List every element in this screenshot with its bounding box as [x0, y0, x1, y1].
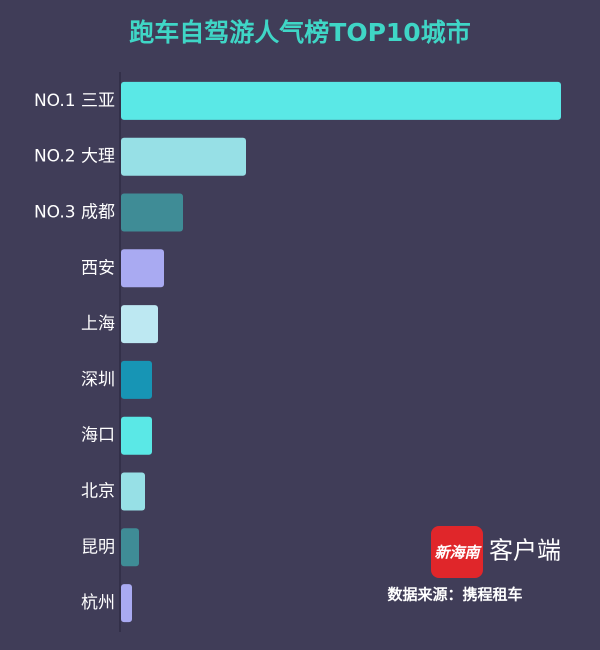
bar [121, 81, 561, 120]
y-tick-label: 海口 [81, 426, 115, 446]
y-tick-label: 杭州 [81, 593, 115, 613]
bar [121, 528, 139, 567]
y-tick-label: 昆明 [81, 537, 115, 557]
source: 数据来源：携程租车 [387, 586, 522, 604]
bar [121, 305, 158, 344]
logo-text: 客户端 [489, 537, 561, 565]
bar [121, 137, 246, 176]
y-tick-label: NO.1 三亚 [34, 91, 115, 111]
bar [121, 193, 183, 232]
logo-badge-bg [431, 526, 483, 578]
y-tick-label: NO.3 成都 [34, 203, 115, 223]
bar [121, 472, 145, 511]
y-tick-label: 北京 [81, 482, 115, 502]
logo-badge: 新海南 [434, 544, 482, 562]
bar [121, 360, 152, 399]
bar [121, 249, 164, 288]
chart-title: 跑车自驾游人气榜TOP10城市 [129, 18, 470, 47]
y-tick-label: NO.2 大理 [34, 147, 115, 167]
bar [121, 416, 152, 455]
y-tick-label: 上海 [81, 314, 115, 334]
bar [121, 584, 132, 623]
y-tick-label: 深圳 [81, 370, 115, 390]
y-tick-label: 西安 [81, 258, 115, 278]
